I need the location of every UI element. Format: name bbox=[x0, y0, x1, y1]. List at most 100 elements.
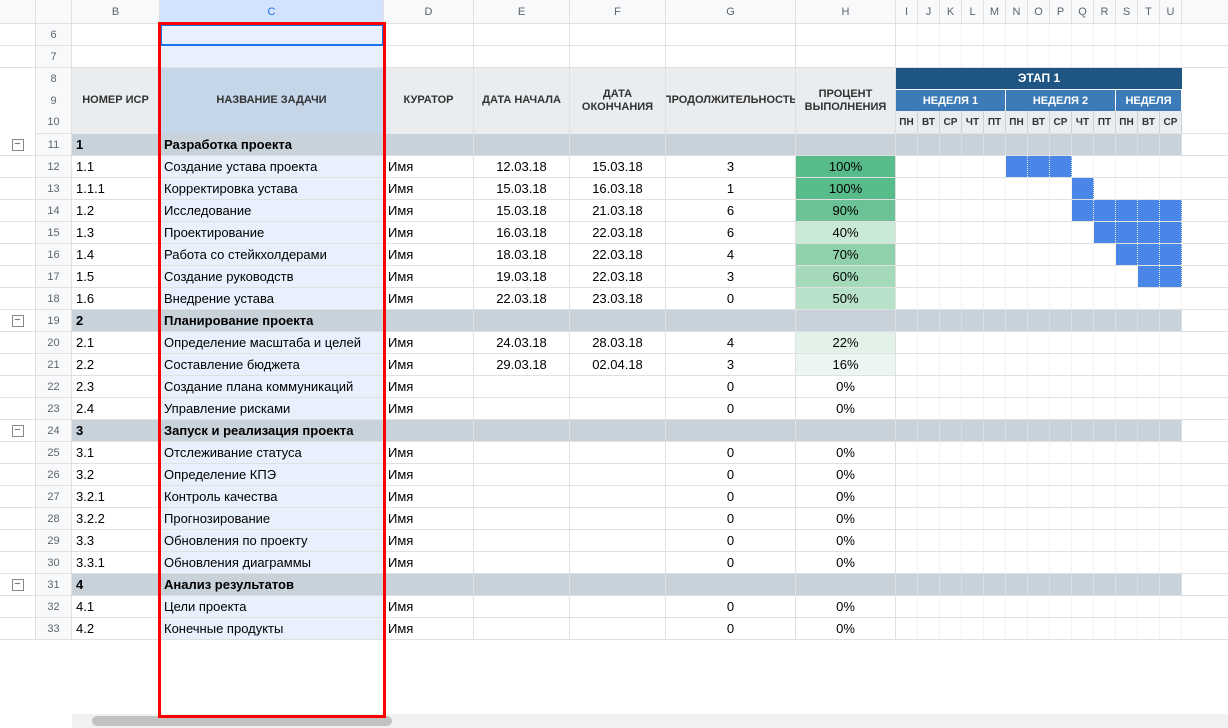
cell-wbs[interactable]: 2.2 bbox=[72, 354, 160, 375]
gantt-cell[interactable] bbox=[984, 244, 1006, 265]
gantt-cell[interactable] bbox=[1094, 420, 1116, 441]
gantt-cell[interactable] bbox=[1094, 200, 1116, 221]
gantt-cell[interactable] bbox=[1094, 618, 1116, 639]
cell-start[interactable] bbox=[474, 574, 570, 595]
cell-task[interactable]: Создание устава проекта bbox=[160, 156, 384, 177]
cell[interactable] bbox=[570, 24, 666, 45]
cell-curator[interactable]: Имя bbox=[384, 442, 474, 463]
cell-curator[interactable]: Имя bbox=[384, 508, 474, 529]
cell-start[interactable] bbox=[474, 552, 570, 573]
gantt-cell[interactable] bbox=[1028, 244, 1050, 265]
gantt-cell[interactable] bbox=[918, 464, 940, 485]
gantt-cell[interactable] bbox=[896, 398, 918, 419]
cell-percent[interactable]: 90% bbox=[796, 200, 896, 221]
cell-end[interactable]: 22.03.18 bbox=[570, 222, 666, 243]
gantt-cell[interactable] bbox=[1138, 134, 1160, 155]
cell-wbs[interactable]: 2.4 bbox=[72, 398, 160, 419]
cell-percent[interactable]: 16% bbox=[796, 354, 896, 375]
collapse-icon[interactable]: − bbox=[12, 579, 24, 591]
gantt-cell[interactable] bbox=[896, 618, 918, 639]
gantt-cell[interactable] bbox=[984, 464, 1006, 485]
gantt-cell[interactable] bbox=[896, 134, 918, 155]
cell-start[interactable] bbox=[474, 464, 570, 485]
cell[interactable] bbox=[384, 24, 474, 45]
cell-curator[interactable]: Имя bbox=[384, 618, 474, 639]
gantt-cell[interactable] bbox=[962, 310, 984, 331]
gantt-cell[interactable] bbox=[918, 530, 940, 551]
cell-wbs[interactable]: 1.4 bbox=[72, 244, 160, 265]
gantt-cell[interactable] bbox=[1094, 464, 1116, 485]
cell[interactable] bbox=[666, 24, 796, 45]
gantt-cell[interactable] bbox=[940, 376, 962, 397]
gantt-cell[interactable] bbox=[1094, 574, 1116, 595]
gantt-cell[interactable] bbox=[1138, 244, 1160, 265]
gantt-cell[interactable] bbox=[1160, 508, 1182, 529]
gantt-cell[interactable] bbox=[1050, 398, 1072, 419]
row-number[interactable]: 14 bbox=[36, 200, 72, 221]
row-number[interactable]: 33 bbox=[36, 618, 72, 639]
gantt-cell[interactable] bbox=[1160, 332, 1182, 353]
row-number[interactable]: 28 bbox=[36, 508, 72, 529]
gantt-cell[interactable] bbox=[1006, 530, 1028, 551]
gantt-cell[interactable] bbox=[962, 398, 984, 419]
gantt-cell[interactable] bbox=[1028, 354, 1050, 375]
cell[interactable] bbox=[72, 24, 160, 45]
gantt-cell[interactable] bbox=[1006, 420, 1028, 441]
row-number[interactable]: 6 bbox=[36, 24, 72, 45]
gantt-cell[interactable] bbox=[1160, 178, 1182, 199]
cell-start[interactable] bbox=[474, 420, 570, 441]
cell-start[interactable] bbox=[474, 618, 570, 639]
row-number[interactable]: 13 bbox=[36, 178, 72, 199]
cell-end[interactable] bbox=[570, 574, 666, 595]
gantt-cell[interactable] bbox=[918, 156, 940, 177]
gantt-cell[interactable] bbox=[962, 486, 984, 507]
gantt-cell[interactable] bbox=[1138, 398, 1160, 419]
cell[interactable] bbox=[570, 46, 666, 67]
cell-end[interactable] bbox=[570, 310, 666, 331]
cell-percent[interactable] bbox=[796, 310, 896, 331]
gantt-cell[interactable] bbox=[940, 156, 962, 177]
gantt-cell[interactable] bbox=[918, 134, 940, 155]
cell[interactable] bbox=[1138, 24, 1160, 45]
gantt-cell[interactable] bbox=[1028, 178, 1050, 199]
col-header-I[interactable]: I bbox=[896, 0, 918, 23]
cell[interactable] bbox=[796, 46, 896, 67]
col-header-C[interactable]: C bbox=[160, 0, 384, 23]
cell-duration[interactable] bbox=[666, 420, 796, 441]
gantt-cell[interactable] bbox=[1006, 552, 1028, 573]
cell-curator[interactable]: Имя bbox=[384, 244, 474, 265]
gantt-cell[interactable] bbox=[1072, 552, 1094, 573]
gantt-cell[interactable] bbox=[1072, 266, 1094, 287]
gantt-cell[interactable] bbox=[918, 376, 940, 397]
cell-percent[interactable]: 22% bbox=[796, 332, 896, 353]
cell[interactable] bbox=[1028, 46, 1050, 67]
gantt-cell[interactable] bbox=[962, 332, 984, 353]
cell[interactable] bbox=[1006, 46, 1028, 67]
gantt-cell[interactable] bbox=[1160, 574, 1182, 595]
cell-duration[interactable]: 0 bbox=[666, 596, 796, 617]
cell-task[interactable]: Управление рисками bbox=[160, 398, 384, 419]
gantt-cell[interactable] bbox=[1116, 310, 1138, 331]
gantt-cell[interactable] bbox=[940, 332, 962, 353]
gantt-cell[interactable] bbox=[962, 552, 984, 573]
cell[interactable] bbox=[984, 24, 1006, 45]
gantt-cell[interactable] bbox=[918, 222, 940, 243]
gantt-cell[interactable] bbox=[1094, 508, 1116, 529]
gantt-cell[interactable] bbox=[1050, 222, 1072, 243]
gantt-cell[interactable] bbox=[896, 310, 918, 331]
gantt-cell[interactable] bbox=[918, 442, 940, 463]
gantt-cell[interactable] bbox=[1028, 398, 1050, 419]
cell-wbs[interactable]: 3.2 bbox=[72, 464, 160, 485]
cell-start[interactable] bbox=[474, 442, 570, 463]
row-number[interactable]: 24 bbox=[36, 420, 72, 441]
gantt-cell[interactable] bbox=[1050, 552, 1072, 573]
gantt-cell[interactable] bbox=[1050, 332, 1072, 353]
cell-wbs[interactable]: 4 bbox=[72, 574, 160, 595]
col-header-P[interactable]: P bbox=[1050, 0, 1072, 23]
gantt-cell[interactable] bbox=[1006, 486, 1028, 507]
cell-start[interactable] bbox=[474, 310, 570, 331]
cell-start[interactable]: 24.03.18 bbox=[474, 332, 570, 353]
gantt-cell[interactable] bbox=[1116, 442, 1138, 463]
gantt-cell[interactable] bbox=[1050, 464, 1072, 485]
gantt-cell[interactable] bbox=[1028, 310, 1050, 331]
